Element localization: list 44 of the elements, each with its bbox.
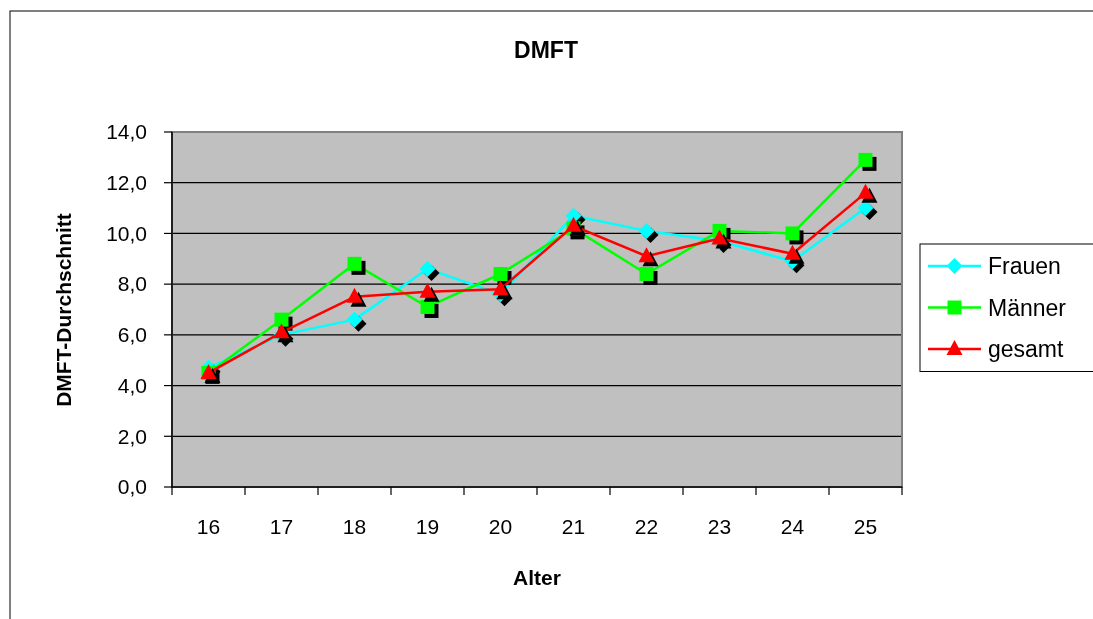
- point: [420, 299, 435, 314]
- legend-label: gesamt: [988, 336, 1065, 363]
- y-tick-label: 12,0: [106, 171, 147, 195]
- point: [493, 267, 508, 281]
- point: [273, 323, 290, 339]
- point: [347, 256, 362, 271]
- point: [785, 226, 800, 241]
- point: [857, 200, 874, 217]
- legend-label: Frauen: [988, 253, 1061, 280]
- x-tick-label: 18: [342, 515, 367, 539]
- point: [638, 222, 655, 239]
- y-tick-label: 2,0: [117, 424, 147, 448]
- point: [638, 247, 655, 263]
- chart-title: DMFT: [514, 37, 578, 64]
- y-tick-label: 10,0: [106, 221, 147, 245]
- y-tick-label: 14,0: [106, 120, 147, 144]
- point: [857, 183, 874, 199]
- y-tick-label: 0,0: [117, 475, 147, 499]
- y-tick-label: 6,0: [117, 323, 147, 347]
- point: [492, 280, 509, 296]
- x-axis-title: Alter: [513, 566, 561, 590]
- y-tick-label: 4,0: [117, 373, 147, 397]
- point: [784, 244, 801, 260]
- x-tick-label: 21: [561, 515, 586, 539]
- point: [346, 311, 363, 328]
- x-tick-label: 25: [853, 515, 878, 539]
- point: [346, 287, 363, 303]
- legend-label: Männer: [988, 294, 1067, 321]
- point: [274, 312, 289, 327]
- point: [711, 229, 728, 245]
- x-tick-label: 23: [707, 515, 732, 539]
- x-tick-label: 22: [634, 515, 659, 539]
- point: [419, 282, 436, 298]
- x-tick-label: 24: [780, 515, 805, 539]
- point: [419, 260, 436, 277]
- y-axis-title: DMFT-Durchschnitt: [52, 213, 76, 407]
- x-tick-label: 20: [488, 515, 513, 539]
- y-tick-label: 8,0: [117, 272, 147, 296]
- x-tick-label: 16: [196, 515, 221, 539]
- point: [858, 152, 873, 167]
- x-tick-label: 19: [415, 515, 440, 539]
- x-tick-label: 17: [269, 515, 294, 539]
- point: [639, 267, 654, 281]
- point: [565, 216, 582, 232]
